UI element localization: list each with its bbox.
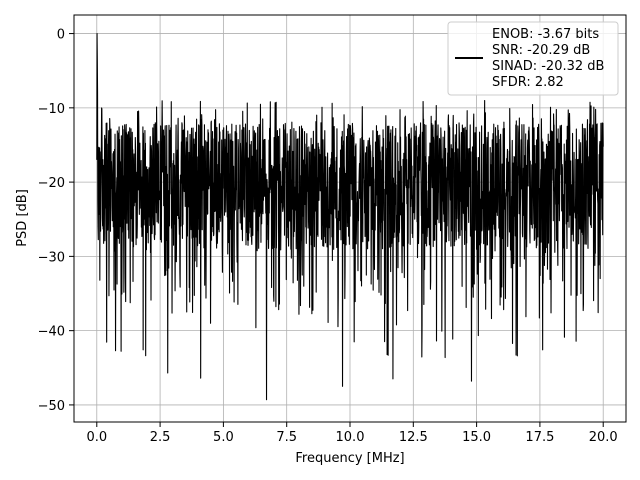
y-tick-label: −20 [38, 176, 65, 191]
x-tick-label: 0.0 [86, 430, 107, 445]
legend-enob: ENOB: -3.67 bits [492, 27, 599, 42]
psd-series-path [96, 33, 604, 401]
x-tick-label: 20.0 [589, 430, 618, 445]
x-tick-label: 5.0 [213, 430, 234, 445]
x-tick-label: 17.5 [525, 430, 554, 445]
y-tick-label: −30 [38, 250, 65, 265]
x-tick-label: 10.0 [336, 430, 365, 445]
x-tick-label: 15.0 [462, 430, 491, 445]
x-axis: 0.0 2.5 5.0 7.5 10.0 12.5 15.0 17.5 20.0 [86, 422, 618, 445]
legend-box [447, 21, 619, 96]
x-tick-label: 2.5 [150, 430, 171, 445]
x-tick-label: 12.5 [399, 430, 428, 445]
x-tick-label: 7.5 [276, 430, 297, 445]
legend-sfdr: SFDR: 2.82 [492, 75, 564, 90]
legend: ENOB: -3.67 bits SNR: -20.29 dB SINAD: -… [447, 21, 619, 96]
y-axis: 0 −10 −20 −30 −40 −50 [38, 28, 74, 414]
legend-sinad: SINAD: -20.32 dB [492, 59, 604, 74]
y-tick-label: 0 [57, 28, 65, 43]
legend-snr: SNR: -20.29 dB [492, 43, 590, 58]
y-axis-label: PSD [dB] [15, 189, 30, 247]
x-axis-label: Frequency [MHz] [295, 451, 404, 466]
y-tick-label: −50 [38, 399, 65, 414]
psd-line [96, 33, 604, 401]
y-tick-label: −10 [38, 102, 65, 117]
y-tick-label: −40 [38, 325, 65, 340]
